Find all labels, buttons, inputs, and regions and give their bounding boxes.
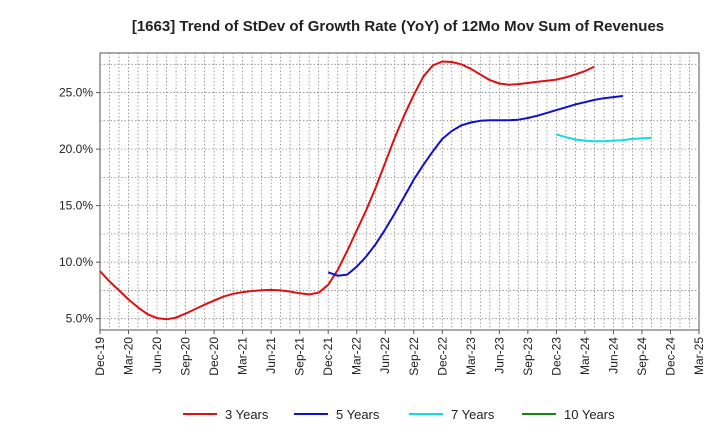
x-tick-label: Dec-22	[435, 337, 449, 376]
plot-area	[99, 52, 700, 331]
x-tick-label: Sep-22	[407, 337, 421, 376]
y-tick-label: 10.0%	[59, 255, 93, 269]
legend-label-5-years: 5 Years	[336, 407, 380, 422]
y-tick-label: 5.0%	[66, 312, 94, 326]
x-tick-label: Mar-24	[578, 337, 592, 375]
x-tick-label: Dec-19	[93, 337, 107, 376]
x-tick-label: Mar-21	[236, 337, 250, 375]
y-tick-label: 20.0%	[59, 142, 93, 156]
x-tick-label: Jun-20	[150, 337, 164, 374]
x-tick-label: Mar-23	[464, 337, 478, 375]
chart-title: [1663] Trend of StDev of Growth Rate (Yo…	[132, 18, 664, 35]
series-line-3-years	[99, 60, 595, 321]
y-tick-label: 15.0%	[59, 199, 93, 213]
x-tick-label: Mar-25	[692, 337, 706, 375]
x-tick-label: Dec-21	[321, 337, 335, 376]
y-axis-ticks: 5.0% 10.0% 15.0% 20.0% 25.0%	[59, 86, 100, 326]
series-lines	[99, 60, 652, 321]
x-tick-label: Jun-21	[264, 337, 278, 374]
x-tick-label: Mar-22	[350, 337, 364, 375]
x-tick-label: Dec-24	[663, 337, 677, 376]
x-tick-label: Dec-23	[549, 337, 563, 376]
x-tick-label: Jun-23	[492, 337, 506, 374]
x-tick-label: Sep-23	[521, 337, 535, 376]
x-tick-label: Dec-20	[207, 337, 221, 376]
legend: 3 Years 5 Years 7 Years 10 Years	[183, 407, 615, 422]
series-line-7-years	[556, 133, 652, 143]
legend-label-10-years: 10 Years	[564, 407, 615, 422]
legend-label-3-years: 3 Years	[225, 407, 269, 422]
x-axis-ticks: Dec-19 Mar-20 Jun-20 Sep-20 Dec-20 Mar-21 Jun-…	[93, 330, 706, 376]
x-tick-label: Sep-20	[179, 337, 193, 376]
legend-label-7-years: 7 Years	[451, 407, 495, 422]
series-line-5-years	[327, 95, 624, 277]
x-tick-label: Sep-24	[635, 337, 649, 376]
x-tick-label: Mar-20	[122, 337, 136, 375]
x-tick-label: Jun-24	[606, 337, 620, 374]
y-tick-label: 25.0%	[59, 86, 93, 100]
x-tick-label: Sep-21	[293, 337, 307, 376]
x-tick-label: Jun-22	[378, 337, 392, 374]
